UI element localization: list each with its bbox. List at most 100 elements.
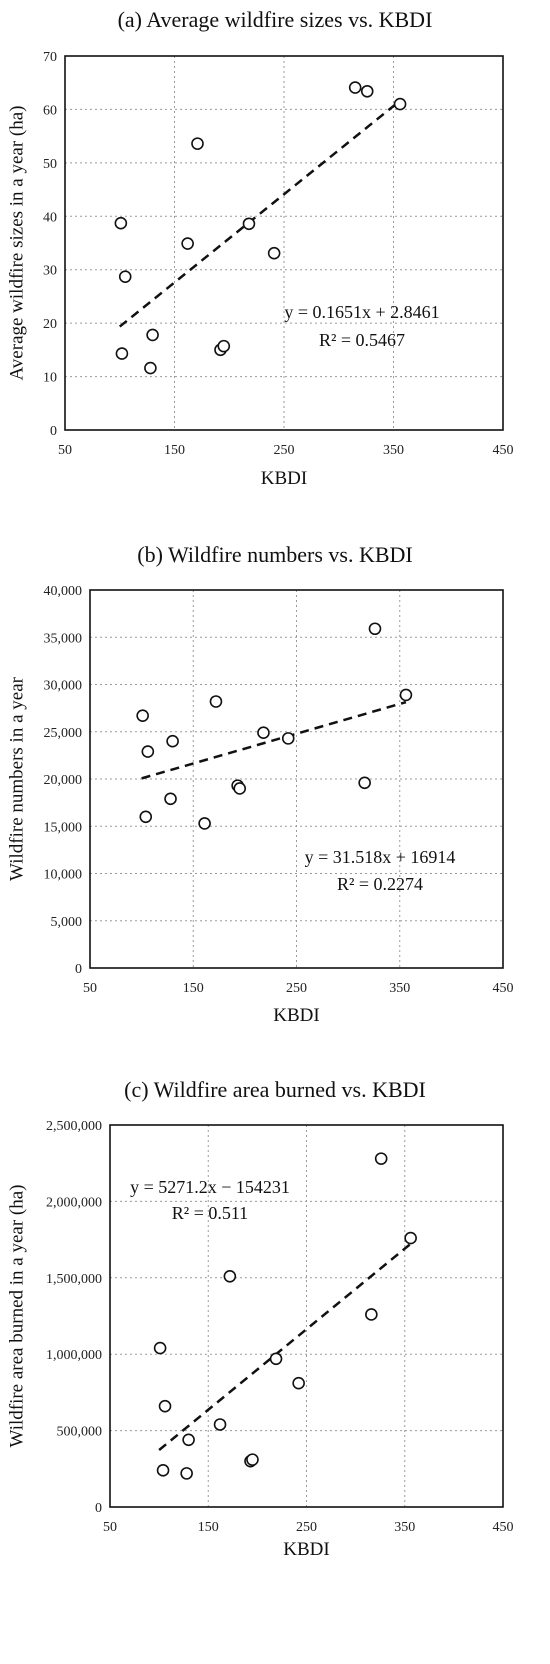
x-axis-label: KBDI (261, 468, 307, 489)
chart-title: (a) Average wildfire sizes vs. KBDI (118, 7, 433, 32)
data-points (153, 1152, 417, 1480)
y-tick-label: 20,000 (44, 773, 83, 788)
trendline-group (118, 99, 401, 328)
x-tick-label: 450 (493, 981, 514, 996)
y-axis-label: Wildfire numbers in a year (6, 676, 27, 881)
data-point (158, 1399, 172, 1413)
y-tick-label: 30 (43, 264, 57, 279)
data-point (399, 688, 413, 702)
x-tick-label: 350 (383, 443, 404, 458)
plot-frame (89, 589, 504, 969)
data-point (393, 97, 407, 111)
data-point (217, 339, 231, 353)
y-tick-label: 40 (43, 210, 57, 225)
data-point (146, 328, 159, 342)
data-point (198, 817, 211, 830)
data-point (136, 709, 149, 722)
tick-labels: 50 150 250 350 450 0 500,000 1,000,000 1,500,000… (46, 1119, 514, 1535)
data-point (358, 776, 371, 790)
data-point (209, 695, 223, 708)
tick-labels: 50 150 250 350 450 0 5,000 10,000 15,000 20,000 25… (44, 584, 514, 996)
x-tick-label: 150 (183, 981, 204, 996)
data-point (223, 1269, 237, 1283)
data-point (242, 217, 256, 231)
x-tick-label: 450 (493, 443, 514, 458)
x-axis-label: KBDI (283, 1539, 329, 1560)
trendline-group (141, 700, 407, 780)
gridlines (110, 1125, 503, 1507)
x-tick-label: 150 (164, 443, 185, 458)
data-point (166, 734, 179, 748)
data-point (360, 84, 374, 98)
y-tick-label: 0 (95, 1501, 102, 1516)
y-tick-label: 2,500,000 (46, 1119, 102, 1134)
gridlines (65, 56, 503, 430)
data-point (191, 137, 204, 150)
data-point (213, 1418, 227, 1431)
plot-frame (64, 55, 504, 431)
x-tick-label: 50 (83, 981, 97, 996)
data-point (164, 792, 177, 806)
panel-b: (b) Wildfire numbers vs. KBDI 50 150 250 35… (6, 542, 513, 1026)
gridlines (90, 590, 503, 968)
trendline (158, 1242, 412, 1451)
y-tick-label: 10 (43, 371, 57, 386)
tick-labels: 50 150 250 350 450 0 10 20 30 40 50 60 70 (43, 50, 514, 458)
r-squared-label: R² = 0.511 (172, 1203, 248, 1223)
trendline (141, 700, 407, 780)
y-axis-label: Average wildfire sizes in a year (ha) (6, 105, 27, 380)
x-tick-label: 350 (394, 1520, 415, 1535)
data-point (281, 732, 295, 745)
y-tick-label: 1,000,000 (46, 1348, 102, 1363)
x-axis-label: KBDI (273, 1005, 319, 1026)
data-point (181, 237, 194, 250)
x-tick-label: 350 (389, 981, 410, 996)
x-tick-label: 450 (493, 1520, 514, 1535)
y-tick-label: 35,000 (44, 631, 83, 646)
data-point (269, 1352, 283, 1366)
y-tick-label: 20 (43, 317, 57, 332)
y-tick-label: 0 (50, 424, 57, 439)
trendline-equation: y = 0.1651x + 2.8461 (284, 302, 439, 322)
data-point (246, 1453, 259, 1466)
panel-c: (c) Wildfire area burned vs. KBDI 50 150 2… (6, 1077, 513, 1560)
data-point (144, 361, 157, 375)
data-point (114, 216, 128, 230)
x-tick-label: 50 (58, 443, 72, 458)
trendline-equation: y = 5271.2x − 154231 (130, 1177, 290, 1197)
data-point (156, 1464, 170, 1477)
chart-title: (b) Wildfire numbers vs. KBDI (137, 542, 413, 567)
data-point (182, 1433, 195, 1447)
data-point (292, 1376, 305, 1390)
chart-title: (c) Wildfire area burned vs. KBDI (124, 1077, 426, 1102)
data-point (404, 1231, 417, 1245)
data-point (115, 347, 129, 360)
x-tick-label: 250 (274, 443, 295, 458)
data-point (233, 782, 247, 795)
trendline-equation: y = 31.518x + 16914 (305, 847, 456, 867)
y-tick-label: 30,000 (44, 679, 83, 694)
data-point (141, 745, 155, 758)
data-point (139, 810, 153, 824)
data-point (348, 81, 362, 94)
y-tick-label: 10,000 (44, 868, 83, 883)
y-tick-label: 15,000 (44, 820, 83, 835)
panel-a: (a) Average wildfire sizes vs. KBDI 50 15… (6, 7, 513, 489)
trendline-group (158, 1242, 412, 1451)
x-tick-label: 250 (296, 1520, 317, 1535)
y-tick-label: 60 (43, 103, 57, 118)
data-points (114, 81, 407, 375)
y-tick-label: 5,000 (51, 915, 83, 930)
x-tick-label: 150 (198, 1520, 219, 1535)
data-points (136, 622, 413, 830)
r-squared-label: R² = 0.5467 (319, 330, 405, 350)
data-point (118, 270, 132, 283)
y-tick-label: 70 (43, 50, 57, 65)
data-point (365, 1308, 378, 1321)
y-tick-label: 40,000 (44, 584, 83, 599)
x-tick-label: 250 (286, 981, 307, 996)
y-tick-label: 0 (75, 962, 82, 977)
y-tick-label: 25,000 (44, 726, 83, 741)
y-tick-label: 1,500,000 (46, 1272, 102, 1287)
